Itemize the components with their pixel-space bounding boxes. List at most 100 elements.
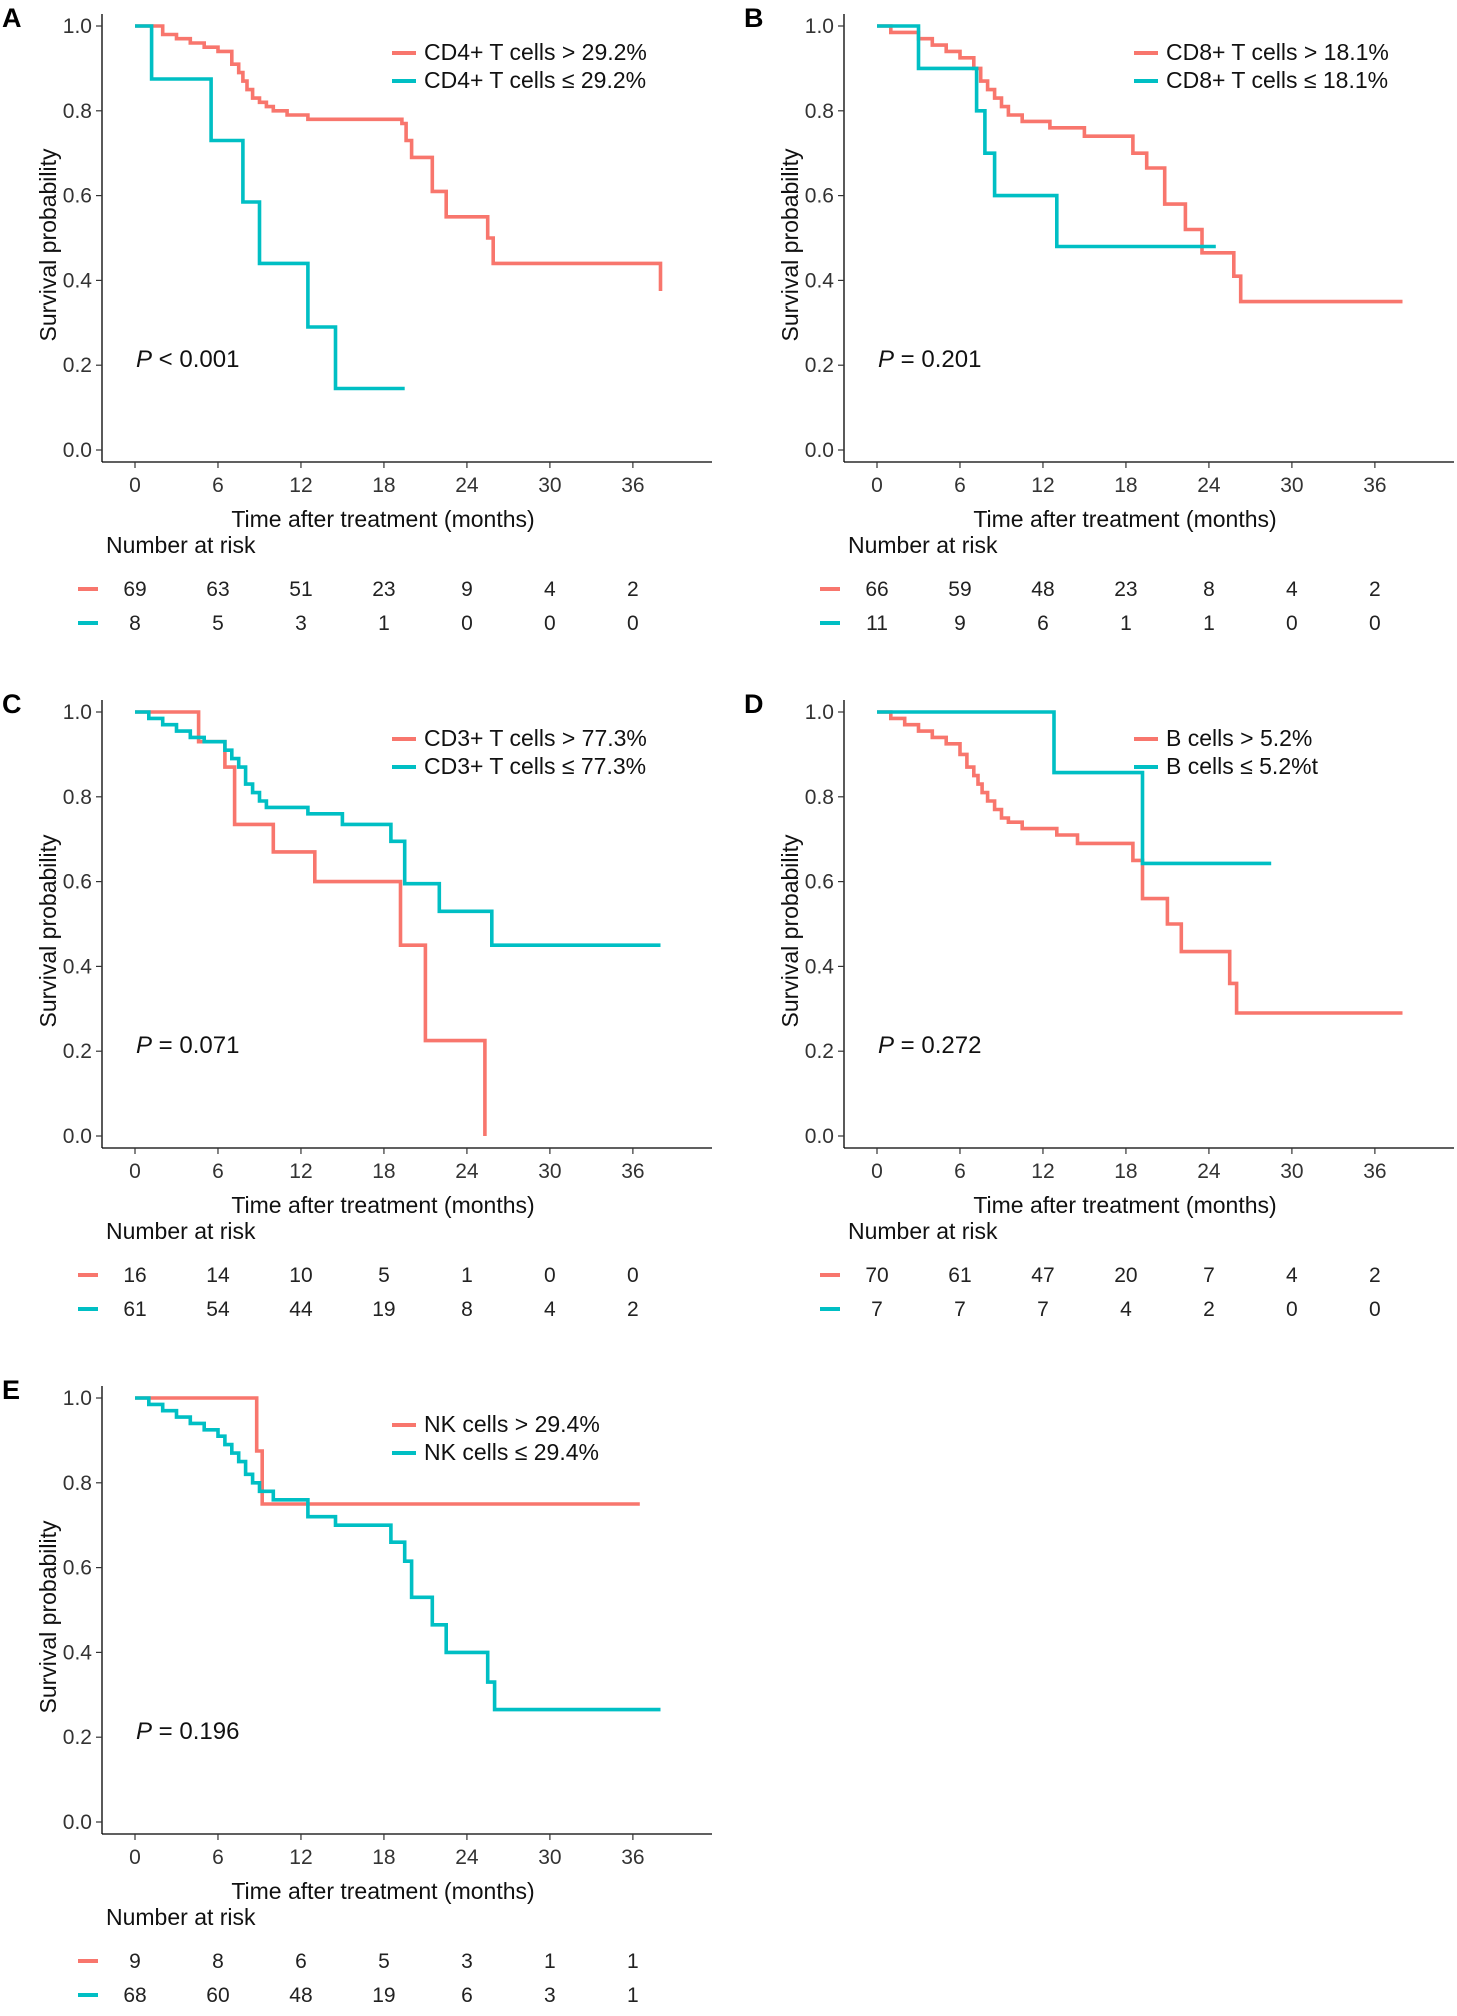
x-tick-label: 18: [1114, 474, 1137, 497]
risk-count: 66: [865, 578, 888, 601]
risk-count: 2: [1203, 1298, 1215, 1321]
p-symbol: P: [136, 1032, 152, 1059]
risk-count: 9: [954, 612, 966, 635]
y-tick-label: 0.8: [63, 786, 92, 809]
risk-count: 7: [871, 1298, 883, 1321]
risk-count: 0: [1286, 612, 1298, 635]
legend-label: B cells ≤ 5.2%t: [1166, 753, 1319, 779]
risk-count: 0: [1369, 612, 1381, 635]
p-symbol: P: [136, 346, 152, 373]
risk-count: 9: [129, 1950, 141, 1973]
risk-count: 54: [206, 1298, 230, 1321]
p-value-text: P < 0.001: [136, 346, 239, 373]
risk-table-title: Number at risk: [848, 1218, 998, 1244]
risk-count: 4: [1286, 1264, 1298, 1287]
x-axis-title: Time after treatment (months): [231, 1878, 534, 1904]
x-tick-label: 30: [538, 1846, 561, 1869]
y-tick-label: 1.0: [63, 1387, 92, 1410]
risk-count: 7: [1203, 1264, 1215, 1287]
x-tick-label: 36: [621, 1160, 644, 1183]
y-axis-title: Survival probability: [35, 834, 61, 1028]
y-tick-label: 0.4: [63, 269, 93, 292]
x-tick-label: 0: [129, 1160, 141, 1183]
y-tick-label: 0.4: [63, 1641, 93, 1664]
x-tick-label: 6: [212, 1160, 224, 1183]
survival-curve-low: [877, 710, 1272, 866]
y-tick-label: 0.0: [805, 439, 834, 462]
x-tick-label: 30: [538, 1160, 561, 1183]
y-tick-label: 1.0: [805, 701, 834, 724]
risk-count: 19: [372, 1298, 395, 1321]
risk-count: 1: [544, 1950, 556, 1973]
y-tick-label: 1.0: [63, 701, 92, 724]
x-tick-label: 18: [372, 1160, 395, 1183]
risk-count: 0: [627, 1264, 639, 1287]
survival-curve-low: [135, 710, 661, 947]
risk-table-title: Number at risk: [106, 532, 256, 558]
p-value-text: P = 0.201: [878, 346, 981, 373]
risk-count: 16: [123, 1264, 146, 1287]
p-value: = 0.201: [894, 346, 981, 373]
risk-count: 5: [378, 1950, 390, 1973]
p-value: = 0.071: [152, 1032, 239, 1059]
risk-count: 69: [123, 578, 146, 601]
risk-count: 5: [378, 1264, 390, 1287]
survival-curve-low: [135, 1396, 661, 1712]
risk-count: 0: [1286, 1298, 1298, 1321]
y-tick-label: 0.8: [63, 100, 92, 123]
x-tick-label: 24: [1197, 474, 1221, 497]
risk-count: 19: [372, 1984, 395, 2007]
risk-count: 6: [295, 1950, 307, 1973]
y-axis-title: Survival probability: [35, 148, 61, 342]
legend-label: CD8+ T cells ≤ 18.1%: [1166, 67, 1388, 93]
survival-curve-low: [877, 24, 1216, 249]
risk-count: 2: [627, 1298, 639, 1321]
risk-table-title: Number at risk: [106, 1218, 256, 1244]
risk-count: 6: [461, 1984, 473, 2007]
legend-label: CD4+ T cells > 29.2%: [424, 39, 647, 65]
risk-count: 23: [372, 578, 395, 601]
x-tick-label: 30: [1280, 474, 1303, 497]
risk-count: 47: [1031, 1264, 1054, 1287]
risk-count: 10: [289, 1264, 312, 1287]
p-value-text: P = 0.071: [136, 1032, 239, 1059]
risk-table-title: Number at risk: [106, 1904, 256, 1930]
p-value: = 0.272: [894, 1032, 981, 1059]
risk-count: 14: [206, 1264, 230, 1287]
x-tick-label: 0: [129, 1846, 141, 1869]
risk-count: 23: [1114, 578, 1137, 601]
x-tick-label: 12: [289, 474, 312, 497]
y-axis-title: Survival probability: [35, 1520, 61, 1714]
y-tick-label: 0.8: [805, 786, 834, 809]
risk-count: 8: [461, 1298, 473, 1321]
legend-label: CD3+ T cells > 77.3%: [424, 725, 647, 751]
x-tick-label: 18: [372, 474, 395, 497]
x-tick-label: 18: [1114, 1160, 1137, 1183]
survival-curve-low: [135, 24, 405, 391]
risk-count: 48: [289, 1984, 312, 2007]
x-tick-label: 6: [212, 474, 224, 497]
survival-curve-high: [135, 24, 663, 291]
p-symbol: P: [878, 1032, 894, 1059]
risk-count: 2: [627, 578, 639, 601]
risk-count: 5: [212, 612, 224, 635]
risk-count: 61: [123, 1298, 146, 1321]
p-value-text: P = 0.272: [878, 1032, 981, 1059]
p-symbol: P: [136, 1718, 152, 1745]
p-value: < 0.001: [152, 346, 239, 373]
legend-label: B cells > 5.2%: [1166, 725, 1312, 751]
y-tick-label: 0.2: [63, 354, 92, 377]
x-tick-label: 36: [621, 1846, 644, 1869]
risk-count: 0: [1369, 1298, 1381, 1321]
legend-label: CD3+ T cells ≤ 77.3%: [424, 753, 646, 779]
risk-count: 0: [461, 612, 473, 635]
risk-count: 70: [865, 1264, 888, 1287]
panel-letter: C: [2, 689, 22, 719]
risk-count: 4: [544, 578, 556, 601]
risk-count: 0: [544, 1264, 556, 1287]
panel-letter: B: [744, 3, 764, 33]
legend-label: CD8+ T cells > 18.1%: [1166, 39, 1389, 65]
y-tick-label: 0.2: [63, 1726, 92, 1749]
p-value-text: P = 0.196: [136, 1718, 239, 1745]
risk-count: 1: [627, 1950, 639, 1973]
